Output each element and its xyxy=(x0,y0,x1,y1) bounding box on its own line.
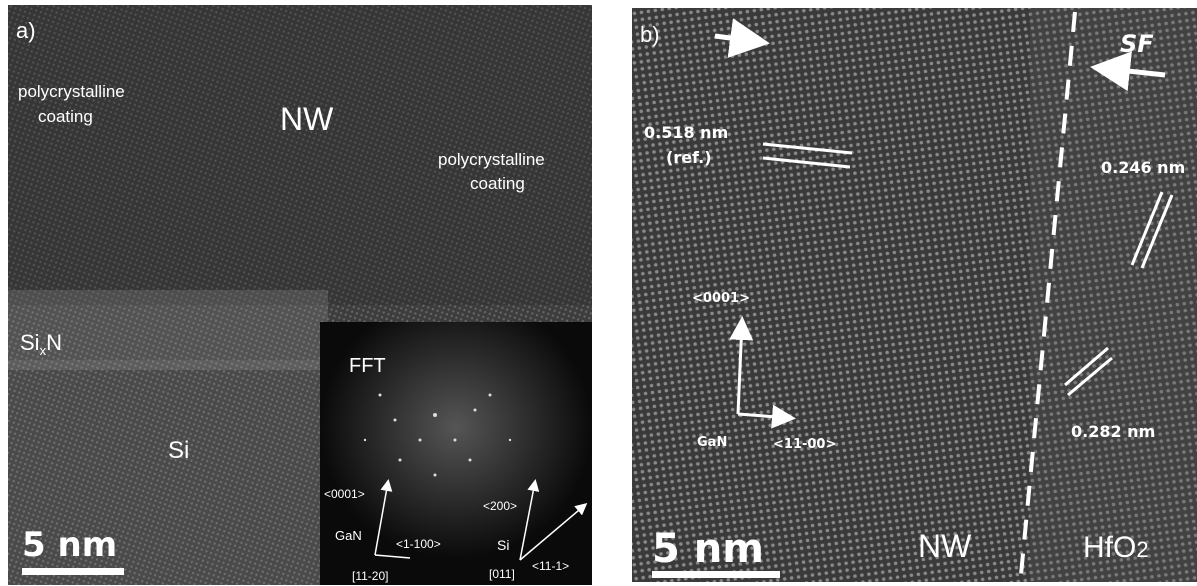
annotation: 0.518 nm xyxy=(644,123,728,142)
annotation: Si xyxy=(168,437,189,464)
annotation: <200> xyxy=(483,499,517,513)
annotation: [011] xyxy=(489,567,515,581)
annotation: coating xyxy=(38,107,93,126)
annotation: <0001> xyxy=(692,291,750,306)
annotation: 0.282 nm xyxy=(1071,422,1155,441)
annotation: <11-00> xyxy=(773,437,836,452)
scale-bar xyxy=(22,568,124,575)
panel-label: b) xyxy=(640,22,660,47)
inset-title: FFT xyxy=(349,355,386,377)
annotation: polycrystalline xyxy=(438,150,545,169)
annotation: SF xyxy=(1120,30,1154,58)
panel-b: b) SF 0.518 nm (ref.) 0.246 nm <0001> Ga… xyxy=(632,8,1197,585)
annotation: Si xyxy=(497,537,509,553)
annotation: polycrystalline xyxy=(18,82,125,101)
annotation: <1-100> xyxy=(396,537,441,551)
annotation: (ref.) xyxy=(666,148,712,167)
annotation: NW xyxy=(280,101,334,137)
annotation: NW xyxy=(918,528,972,564)
figure: a) polycrystalline coating NW polycrysta… xyxy=(0,0,1197,586)
annotation: GaN xyxy=(335,528,362,543)
scale-bar xyxy=(652,571,780,578)
scale-bar-label: 5 nm xyxy=(652,526,764,572)
fft-inset: FFT <0001> GaN <1-100> [11-20] <200> Si … xyxy=(320,322,592,585)
annotation: GaN xyxy=(697,435,727,450)
scale-bar-label: 5 nm xyxy=(22,525,117,565)
annotation: 0.246 nm xyxy=(1101,158,1185,177)
panel-label: a) xyxy=(16,18,36,43)
annotation: [11-20] xyxy=(352,569,388,583)
annotation: coating xyxy=(470,174,525,193)
annotation: <0001> xyxy=(324,487,365,501)
annotation: <11-1> xyxy=(532,559,569,573)
panel-a: a) polycrystalline coating NW polycrysta… xyxy=(8,5,592,585)
